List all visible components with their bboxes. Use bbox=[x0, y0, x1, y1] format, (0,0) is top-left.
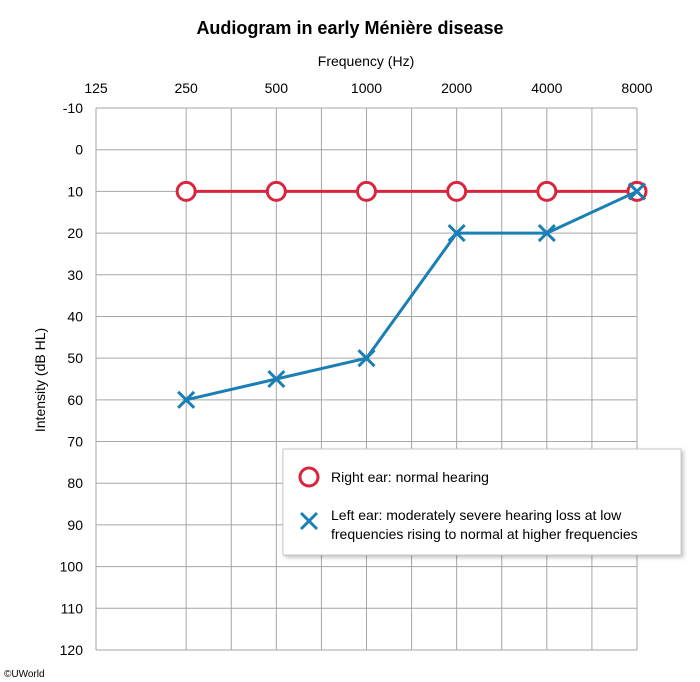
marker-x-stroke bbox=[177, 390, 196, 409]
x-tick-label: 8000 bbox=[621, 80, 652, 96]
legend-box bbox=[282, 448, 682, 556]
y-tick-label: -10 bbox=[63, 100, 83, 116]
y-tick-label: 0 bbox=[75, 142, 83, 158]
marker-x-stroke bbox=[267, 369, 286, 389]
y-tick-label: 30 bbox=[67, 267, 83, 283]
data-point-x bbox=[537, 224, 556, 243]
x-tick-label: 500 bbox=[265, 80, 289, 96]
y-tick-label: 50 bbox=[67, 350, 83, 366]
data-point-circle bbox=[175, 180, 197, 202]
data-point-circle bbox=[536, 180, 558, 202]
x-tick-label: 4000 bbox=[531, 80, 562, 96]
x-tick-label: 1000 bbox=[351, 80, 382, 96]
data-point-x bbox=[267, 369, 286, 389]
legend-label-left-ear-line: Left ear: moderately severe hearing loss… bbox=[331, 507, 622, 523]
legend-marker-left-ear bbox=[299, 511, 319, 531]
y-tick-label: 70 bbox=[67, 434, 83, 450]
y-tick-label: 40 bbox=[67, 308, 83, 324]
legend-label-right-ear: Right ear: normal hearing bbox=[331, 469, 489, 485]
legend-marker-right-ear bbox=[298, 466, 320, 488]
chart-title: Audiogram in early Ménière disease bbox=[196, 18, 503, 38]
x-tick-labels: 125 250 500 1000 2000 4000 8000 bbox=[84, 80, 652, 96]
series-left-ear bbox=[177, 182, 647, 409]
data-point-circle bbox=[265, 180, 287, 202]
legend-label-left-ear-line: frequencies rising to normal at higher f… bbox=[331, 526, 638, 542]
x-tick-label: 250 bbox=[174, 80, 198, 96]
data-point-x bbox=[447, 224, 466, 243]
data-point-x bbox=[357, 349, 376, 368]
y-axis-title: Intensity (dB HL) bbox=[32, 328, 48, 432]
x-tick-label: 2000 bbox=[441, 80, 472, 96]
plot-grid bbox=[95, 107, 638, 651]
marker-x-stroke bbox=[537, 224, 556, 243]
x-axis-title: Frequency (Hz) bbox=[318, 53, 414, 69]
data-series bbox=[175, 180, 648, 409]
y-tick-label: 90 bbox=[67, 517, 83, 533]
marker-x-stroke bbox=[357, 349, 376, 368]
data-point-x bbox=[177, 390, 196, 409]
y-tick-labels: -10 0 10 20 30 40 50 60 70 80 90 100 110 120 bbox=[60, 100, 84, 658]
y-tick-label: 100 bbox=[60, 559, 84, 575]
x-tick-label: 125 bbox=[84, 80, 108, 96]
marker-x-stroke bbox=[299, 511, 319, 531]
series-right-ear bbox=[175, 180, 648, 202]
marker-x-stroke bbox=[447, 224, 466, 243]
data-point-x bbox=[627, 182, 647, 201]
y-tick-label: 10 bbox=[67, 183, 83, 199]
y-tick-label: 80 bbox=[67, 475, 83, 491]
y-tick-label: 20 bbox=[67, 225, 83, 241]
data-point-circle bbox=[446, 180, 468, 202]
y-tick-label: 120 bbox=[60, 642, 84, 658]
series-line bbox=[185, 190, 638, 402]
copyright-text: ©UWorld bbox=[4, 669, 45, 680]
y-tick-label: 60 bbox=[67, 392, 83, 408]
legend: Right ear: normal hearing Left ear: moder… bbox=[282, 448, 682, 556]
marker-x-stroke bbox=[627, 182, 647, 201]
y-tick-label: 110 bbox=[61, 600, 84, 616]
data-point-circle bbox=[356, 180, 377, 202]
